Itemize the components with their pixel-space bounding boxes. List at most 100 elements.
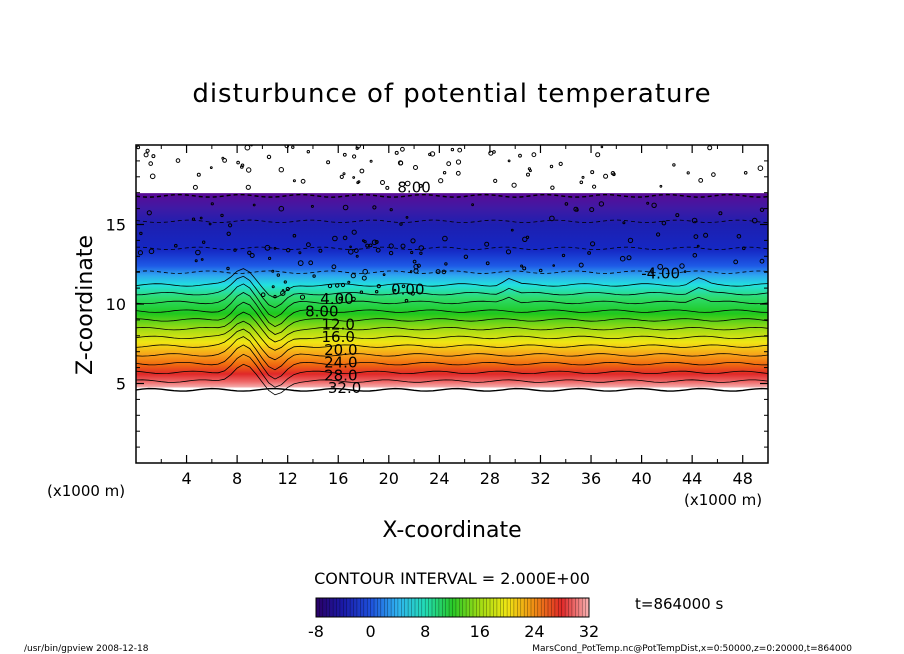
contour-speckle xyxy=(208,222,212,226)
footer-left: /usr/bin/gpview 2008-12-18 xyxy=(24,644,149,654)
contour-speckle xyxy=(347,280,351,284)
contour-speckle xyxy=(598,201,605,207)
contour-speckle xyxy=(703,232,709,238)
contour-speckle xyxy=(442,171,447,175)
contour-speckle xyxy=(276,273,280,277)
contour-line xyxy=(136,353,768,388)
contour-speckle xyxy=(656,232,661,237)
contour-speckle xyxy=(335,283,340,288)
contour-speckle xyxy=(149,173,156,180)
contour-labels: 8.00-4.000.004.008.0012.016.020.024.028.… xyxy=(305,179,680,397)
colorbar-tick-label: 16 xyxy=(470,622,490,641)
contour-speckle xyxy=(221,156,225,160)
contour-speckle xyxy=(361,275,367,281)
contour-label: -4.00 xyxy=(641,265,680,283)
contour-speckle xyxy=(245,184,251,190)
contour-speckle xyxy=(401,284,406,289)
contour-speckle xyxy=(240,165,244,169)
contour-speckle xyxy=(280,290,286,296)
contour-speckle xyxy=(455,170,461,176)
contour-speckle xyxy=(268,256,272,260)
contour-speckle xyxy=(192,184,198,190)
contour-speckle xyxy=(550,185,555,190)
contour-speckle xyxy=(247,250,252,256)
contour-speckle xyxy=(683,270,687,273)
contour-speckle xyxy=(405,216,409,219)
contour-speckle xyxy=(359,168,365,174)
contour-lines xyxy=(136,193,768,396)
contour-speckle xyxy=(410,291,415,296)
contour-speckle xyxy=(527,167,532,171)
colorbar-tick-label: 32 xyxy=(579,622,599,641)
contour-speckle xyxy=(210,202,214,206)
contour-speckle xyxy=(352,154,357,159)
contour-speckle xyxy=(441,269,447,275)
contour-speckle xyxy=(659,184,663,188)
contour-speckle xyxy=(622,221,626,225)
plot-area: 8.00-4.000.004.008.0012.016.020.024.028.… xyxy=(135,144,769,464)
x-tick-label: 20 xyxy=(379,469,399,488)
contour-speckle xyxy=(342,204,349,211)
contour-speckle xyxy=(696,244,700,248)
contour-speckle xyxy=(146,210,152,216)
contour-speckle xyxy=(416,263,421,268)
contour-speckle xyxy=(626,255,632,261)
contour-speckle xyxy=(419,251,423,256)
footer-right: MarsCond_PotTemp.nc@PotTempDist,x=0:5000… xyxy=(532,644,852,654)
colorbar: -8 0 8 16 24 32 xyxy=(308,597,599,641)
contour-speckle xyxy=(355,254,359,258)
contour-speckle xyxy=(393,288,397,292)
contour-speckle xyxy=(646,201,650,205)
contour-speckle xyxy=(397,160,404,166)
y-tick-label: 15 xyxy=(106,216,126,235)
contour-speckle xyxy=(327,283,333,289)
contour-speckle xyxy=(174,243,178,248)
contour-speckle xyxy=(691,217,698,224)
contour-speckle xyxy=(260,292,266,298)
contour-speckle xyxy=(388,250,394,256)
contour-speckle xyxy=(271,285,275,289)
contour-speckle xyxy=(471,203,475,207)
contour-speckle xyxy=(382,273,386,277)
contour-speckle xyxy=(590,170,595,175)
x-tick-label: 24 xyxy=(429,469,449,488)
x-tick-label: 12 xyxy=(278,469,298,488)
contour-speckle xyxy=(196,172,201,177)
contour-line xyxy=(136,301,768,335)
contour-speckle xyxy=(175,158,181,163)
contour-speckle xyxy=(600,145,604,149)
contour-speckle xyxy=(564,202,569,206)
contour-speckle xyxy=(240,163,245,168)
contour-speckle xyxy=(450,147,455,152)
contour-label: 16.0 xyxy=(321,328,354,346)
contour-speckle xyxy=(148,248,155,255)
contour-speckle xyxy=(339,174,344,179)
contour-speckle xyxy=(310,204,314,208)
contour-speckle xyxy=(236,160,240,165)
contour-speckle xyxy=(493,178,498,183)
contour-label: 12.0 xyxy=(321,315,354,333)
contour-line xyxy=(136,268,768,299)
contour-speckle xyxy=(326,160,331,165)
contour-speckle xyxy=(718,211,723,216)
contour-speckle xyxy=(252,203,256,207)
contour-line xyxy=(136,320,768,351)
contour-speckle xyxy=(657,263,664,270)
contour-speckle xyxy=(200,258,204,261)
contour-speckle xyxy=(525,235,530,240)
contour-speckle xyxy=(429,151,436,157)
x-axis: 4 8 12 16 20 24 28 32 36 40 44 48 xyxy=(160,145,753,488)
contour-speckle xyxy=(195,249,201,256)
contour-line xyxy=(136,246,768,251)
contour-speckle xyxy=(612,172,616,177)
contour-label: 0.00 xyxy=(391,281,424,299)
contour-speckle xyxy=(589,207,595,213)
contour-speckle xyxy=(627,237,634,244)
x-tick-label: 36 xyxy=(581,469,601,488)
contour-speckle xyxy=(413,268,419,274)
contour-speckle xyxy=(410,238,416,244)
contour-speckle xyxy=(266,154,272,160)
contour-speckle xyxy=(355,145,361,149)
contour-speckle xyxy=(698,178,704,183)
contour-speckle xyxy=(352,176,356,179)
